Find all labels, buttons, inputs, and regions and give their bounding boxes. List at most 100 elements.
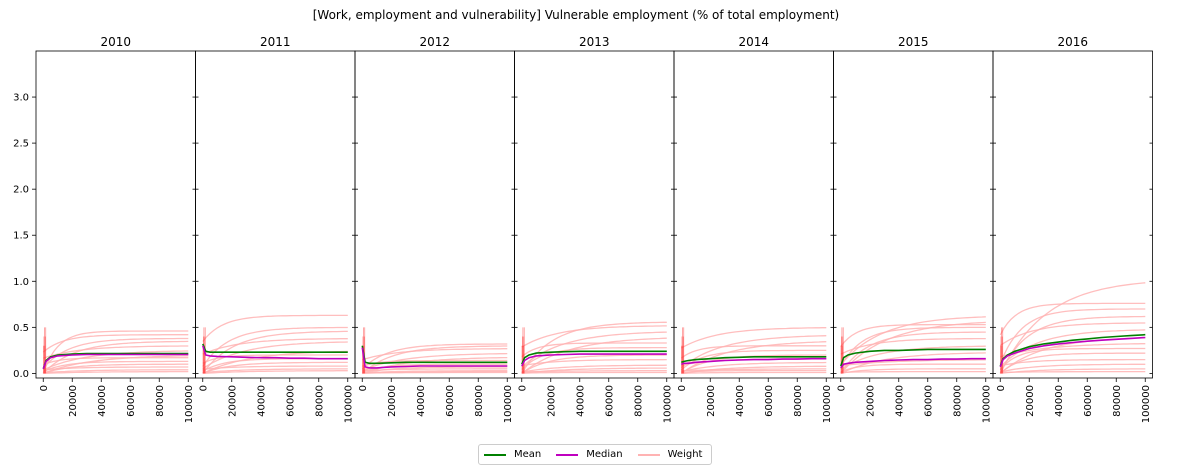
weight-line [202, 326, 348, 367]
y-tick-label: 2.0 [13, 185, 29, 196]
x-tick-label: 100000 [981, 385, 992, 423]
x-tick-label: 60000 [923, 385, 934, 417]
panel-frame [35, 50, 196, 379]
panel-title-2014: 2014 [738, 35, 769, 49]
panel-2010: 2010 0.0 0.5 1.0 1.5 2.0 2.5 3.0 0 20000 40000 6000… [13, 35, 196, 423]
weight-line [202, 365, 348, 370]
y-tick-label: 3.0 [13, 93, 29, 104]
weight-line [840, 337, 986, 355]
panel-2014: 2014 0 20000 40000 60000 80000 100000 [673, 35, 834, 423]
weight-line [681, 371, 827, 375]
median-line-2011 [202, 345, 348, 360]
weight-line [521, 321, 667, 374]
weight-line [521, 337, 667, 374]
x-tick-label: 0 [677, 385, 688, 391]
weight-line [202, 314, 348, 342]
mean-line-2013 [521, 350, 667, 365]
weight-line [521, 325, 667, 348]
legend-item-median: Median [556, 449, 623, 460]
weight-line [999, 352, 1146, 374]
weight-line [361, 345, 508, 374]
weight-line [42, 330, 189, 374]
weight-line [1000, 363, 1146, 373]
x-tick-label: 0 [517, 385, 528, 391]
weight-line [1000, 368, 1146, 375]
weight-line [362, 359, 508, 367]
weight-line [202, 370, 348, 375]
x-tick-label: 80000 [952, 385, 963, 417]
panel-2011: 2011 0 20000 40000 60000 80000 100000 [195, 35, 356, 423]
x-tick-label: 20000 [227, 385, 238, 417]
weight-lines [840, 316, 986, 375]
panel-2016: 2016 0 20000 40000 60000 80000 100000 [992, 35, 1153, 423]
legend-label-weight: Weight [667, 449, 703, 460]
weight-line [202, 368, 348, 374]
weight-line [680, 349, 827, 371]
y-tick-label: 1.0 [13, 277, 29, 288]
weight-line [43, 360, 189, 373]
x-tick-label: 100000 [503, 385, 514, 423]
median-line-2014 [681, 357, 827, 365]
weight-line [43, 366, 189, 371]
weight-line [999, 347, 1146, 371]
median-line-2015 [840, 357, 986, 369]
x-tick-label: 100000 [822, 385, 833, 423]
weight-line [43, 370, 189, 375]
weight-lines [999, 282, 1146, 375]
panel-title-2011: 2011 [260, 35, 291, 49]
x-tick-label: 60000 [445, 385, 456, 417]
x-tick-label: 20000 [865, 385, 876, 417]
weight-line [680, 345, 827, 359]
weight-line [840, 323, 986, 347]
weight-line [43, 357, 189, 366]
x-tick-label: 40000 [1054, 385, 1065, 417]
x-tick-label: 60000 [764, 385, 775, 417]
legend-label-mean: Mean [514, 449, 542, 460]
x-tick-label: 40000 [97, 385, 108, 417]
weight-line [999, 322, 1146, 347]
y-tick-label: 0.0 [13, 369, 29, 380]
weight-line [680, 341, 827, 374]
weight-line [42, 337, 189, 369]
weight-line [1000, 370, 1146, 374]
x-tick-label: 0 [358, 385, 369, 391]
panel-title-2010: 2010 [100, 35, 131, 49]
legend-swatch-mean [484, 453, 506, 456]
x-tick-label: 20000 [546, 385, 557, 417]
mean-line-2015 [840, 348, 986, 367]
x-tick-label: 100000 [343, 385, 354, 423]
weight-line [840, 368, 986, 375]
x-tick-label: 40000 [894, 385, 905, 417]
legend-item-weight: Weight [637, 449, 703, 460]
weight-line [840, 326, 986, 367]
panel-title-2013: 2013 [579, 35, 610, 49]
x-tick-label: 0 [836, 385, 847, 391]
weight-line [361, 343, 508, 370]
weight-line [680, 327, 827, 349]
weight-line [999, 282, 1146, 374]
panel-2012: 2012 0 20000 40000 60000 80000 100000 [354, 35, 515, 423]
median-line-2010 [42, 353, 189, 370]
x-tick-label: 80000 [474, 385, 485, 417]
weight-line [840, 370, 986, 374]
panel-title-2015: 2015 [898, 35, 929, 49]
chart-panels: 2010 0.0 0.5 1.0 1.5 2.0 2.5 3.0 0 20000 40000 6000… [13, 35, 1153, 423]
weight-line [362, 370, 508, 374]
x-tick-label: 80000 [633, 385, 644, 417]
x-tick-label: 80000 [155, 385, 166, 417]
panel-frame [354, 50, 515, 379]
median-line-2016 [999, 336, 1146, 368]
x-tick-label: 60000 [1083, 385, 1094, 417]
x-tick-label: 80000 [793, 385, 804, 417]
weight-line [202, 338, 348, 355]
x-tick-label: 60000 [285, 385, 296, 417]
median-line-2012 [361, 347, 508, 369]
mean-line-2016 [999, 333, 1146, 367]
chart-title: [Work, employment and vulnerability] Vul… [313, 8, 839, 22]
weight-lines [521, 321, 667, 375]
weight-line [840, 363, 986, 373]
panel-frame [992, 50, 1153, 379]
x-tick-label: 0 [198, 385, 209, 391]
weight-line [521, 364, 667, 373]
x-tick-label: 100000 [662, 385, 673, 423]
